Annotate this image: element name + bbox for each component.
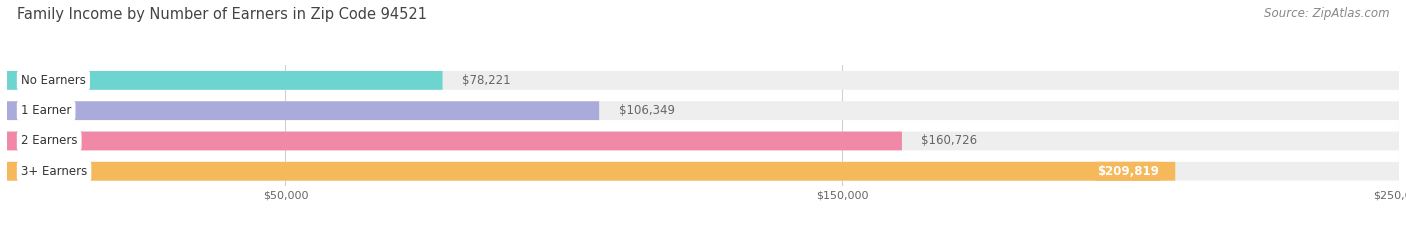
Text: $106,349: $106,349 bbox=[619, 104, 675, 117]
Text: $160,726: $160,726 bbox=[921, 134, 977, 147]
Text: No Earners: No Earners bbox=[21, 74, 86, 87]
Text: $209,819: $209,819 bbox=[1097, 165, 1159, 178]
Text: Family Income by Number of Earners in Zip Code 94521: Family Income by Number of Earners in Zi… bbox=[17, 7, 427, 22]
FancyBboxPatch shape bbox=[7, 132, 901, 150]
FancyBboxPatch shape bbox=[7, 101, 1399, 120]
FancyBboxPatch shape bbox=[7, 162, 1175, 181]
FancyBboxPatch shape bbox=[7, 71, 1399, 90]
FancyBboxPatch shape bbox=[7, 132, 1399, 150]
Text: Source: ZipAtlas.com: Source: ZipAtlas.com bbox=[1264, 7, 1389, 20]
Text: 2 Earners: 2 Earners bbox=[21, 134, 77, 147]
FancyBboxPatch shape bbox=[7, 162, 1399, 181]
FancyBboxPatch shape bbox=[7, 71, 443, 90]
Text: $78,221: $78,221 bbox=[463, 74, 510, 87]
FancyBboxPatch shape bbox=[7, 101, 599, 120]
Text: 1 Earner: 1 Earner bbox=[21, 104, 72, 117]
Text: 3+ Earners: 3+ Earners bbox=[21, 165, 87, 178]
